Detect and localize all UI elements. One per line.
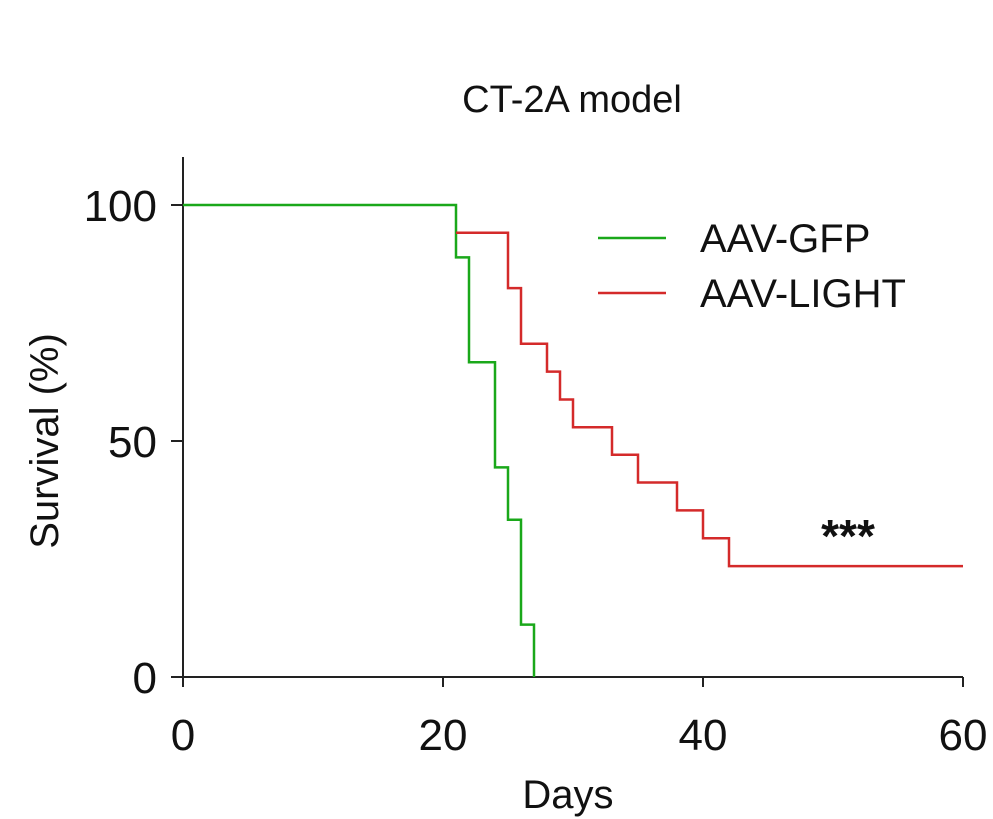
- series-line-aav-light: [456, 231, 963, 568]
- x-tick-label: 40: [679, 711, 728, 760]
- significance-annotation: ***: [821, 510, 875, 562]
- x-tick-label: 0: [171, 711, 195, 760]
- y-tick-label: 100: [84, 182, 157, 231]
- series-line-aav-gfp: [183, 203, 536, 677]
- y-tick-label: 0: [133, 654, 157, 703]
- legend-label: AAV-GFP: [700, 217, 870, 261]
- legend: AAV-GFP AAV-LIGHT: [598, 217, 906, 316]
- y-axis-label: Survival (%): [23, 333, 67, 549]
- x-tick-label: 20: [419, 711, 468, 760]
- x-axis-label: Days: [522, 773, 613, 817]
- axes: [182, 157, 963, 678]
- y-tick-label: 50: [108, 418, 157, 467]
- legend-label: AAV-LIGHT: [700, 272, 906, 316]
- chart-title: CT-2A model: [462, 79, 682, 121]
- series-lines: [183, 203, 963, 677]
- x-tick-label: 60: [939, 711, 988, 760]
- axis-ticks: 0 20 40 60 0 50 100: [84, 182, 988, 760]
